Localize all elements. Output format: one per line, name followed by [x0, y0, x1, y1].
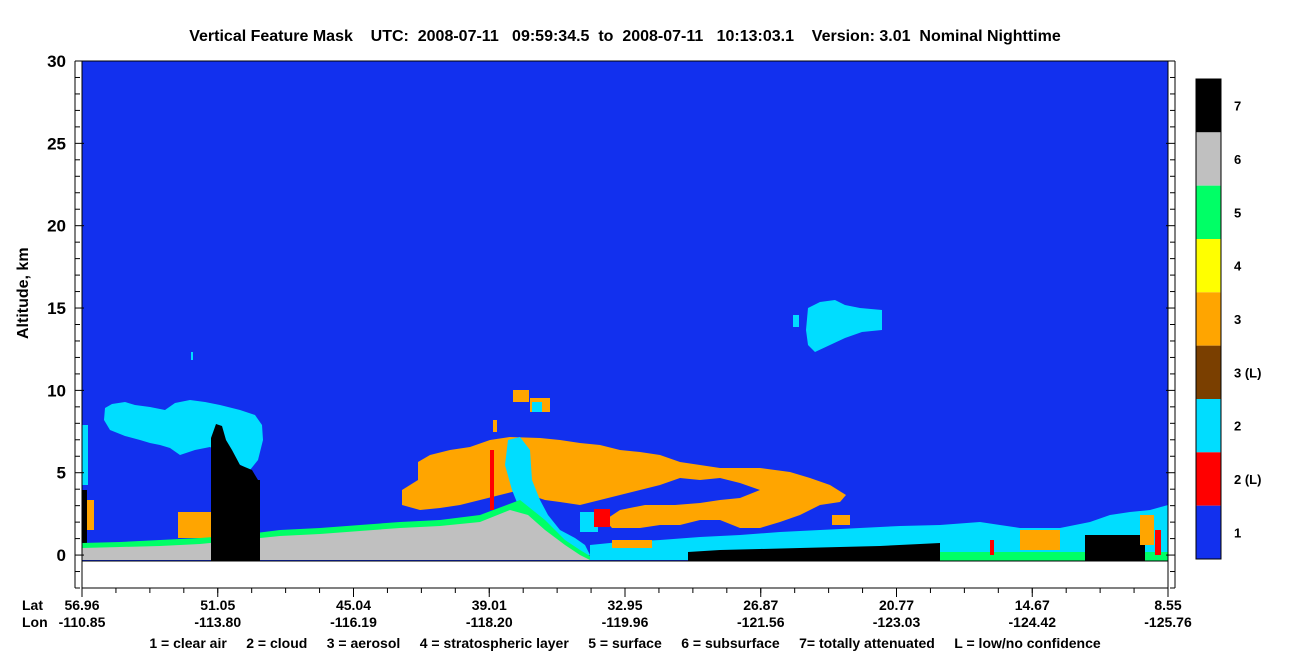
lat-tick-label: 45.04: [336, 597, 371, 613]
colorbar-swatch: [1196, 239, 1221, 293]
feature-cloud-speck: [191, 352, 193, 360]
feature-attenuated-base: [211, 480, 260, 561]
lon-row-label: Lon: [22, 614, 48, 630]
y-tick-label: 25: [47, 134, 66, 153]
colorbar-label: 3: [1234, 312, 1241, 327]
lat-tick-label: 26.87: [743, 597, 778, 613]
colorbar-swatch: [1196, 292, 1221, 346]
feature-aerosol-speck: [493, 420, 497, 432]
feature-cloud-high-2: [793, 315, 799, 327]
colorbar-label: 6: [1234, 152, 1241, 167]
x-ticks: 56.96-110.85 51.05-113.80 45.04-116.19 39.0…: [59, 588, 1192, 630]
feature-lowconf-right-2: [990, 540, 994, 555]
colorbar-label: 7: [1234, 99, 1241, 114]
lon-tick-label: -119.96: [602, 614, 649, 630]
y-tick-label: 5: [57, 464, 66, 483]
feature-cloud-high: [806, 300, 882, 352]
colorbar-swatch: [1196, 505, 1221, 559]
feature-cloud-lowconf-2: [490, 450, 494, 510]
plot-frame: [81, 60, 1169, 562]
feature-cloud-edge: [82, 425, 88, 485]
lat-tick-label: 14.67: [1015, 597, 1050, 613]
lon-tick-label: -116.19: [330, 614, 377, 630]
y-tick-label: 30: [47, 52, 66, 71]
lon-tick-label: -123.03: [873, 614, 921, 630]
y-tick-label: 15: [47, 299, 66, 318]
lon-tick-label: -110.85: [59, 614, 106, 630]
colorbar-swatch: [1196, 345, 1221, 399]
feature-attenuated-right: [688, 543, 940, 561]
colorbar-label: 4: [1234, 259, 1242, 274]
feature-aerosol-right-edge-2: [1140, 515, 1154, 545]
feature-attenuated-right-2: [1085, 535, 1145, 561]
feature-aerosol-right: [832, 515, 850, 525]
feature-cloud-central: [505, 437, 590, 558]
y-ticks: 0 5 10 15 20 25 30: [47, 52, 1175, 589]
feature-cloud-low-left: [580, 512, 598, 532]
lat-tick-label: 32.95: [607, 597, 642, 613]
colorbar-label: 2 (L): [1234, 472, 1261, 487]
lon-tick-label: -121.56: [737, 614, 785, 630]
colorbar-frame: [1195, 78, 1222, 560]
feature-aerosol-right-edge: [1020, 530, 1060, 550]
feature-layer: [82, 300, 1168, 561]
lon-tick-label: -113.80: [194, 614, 241, 630]
lon-tick-label: -118.20: [466, 614, 513, 630]
colorbar-swatch: [1196, 452, 1221, 506]
chart-title: Vertical Feature Mask UTC: 2008-07-11 09…: [189, 28, 1061, 45]
feature-dark-edge: [82, 490, 87, 560]
y-tick-label: 20: [47, 217, 66, 236]
colorbar-label: 2: [1234, 419, 1241, 434]
feature-lowconf-right: [1155, 530, 1161, 555]
lon-tick-label: -124.42: [1009, 614, 1057, 630]
colorbar-label: 3 (L): [1234, 365, 1261, 380]
lat-row-label: Lat: [22, 597, 43, 613]
feature-aerosol-low: [612, 540, 652, 548]
colorbar-label: 1: [1234, 525, 1241, 540]
colorbar-swatch: [1196, 79, 1221, 133]
lon-tick-label: -125.76: [1144, 614, 1192, 630]
feature-cloud-lowconf: [594, 509, 610, 527]
colorbar: 7 6 5 4 3 3 (L) 2 2 (L) 1: [1195, 78, 1261, 560]
y-tick-label: 0: [57, 546, 66, 565]
lat-tick-label: 8.55: [1154, 597, 1181, 613]
colorbar-label: 5: [1234, 205, 1241, 220]
feature-aerosol-upper: [513, 390, 529, 402]
legend-note: 1 = clear air 2 = cloud 3 = aerosol 4 = …: [149, 635, 1101, 651]
feature-surface-right: [940, 552, 1168, 561]
feature-aerosol-left: [178, 512, 212, 538]
y-tick-label: 10: [47, 381, 66, 400]
colorbar-swatch: [1196, 185, 1221, 239]
lat-tick-label: 56.96: [64, 597, 99, 613]
lat-tick-label: 39.01: [472, 597, 507, 613]
colorbar-swatch: [1196, 132, 1221, 186]
colorbar-swatch: [1196, 399, 1221, 453]
lat-tick-label: 51.05: [200, 597, 235, 613]
lat-tick-label: 20.77: [879, 597, 914, 613]
feature-subsurface-left: [82, 510, 590, 560]
feature-cloud-upper: [532, 402, 542, 412]
